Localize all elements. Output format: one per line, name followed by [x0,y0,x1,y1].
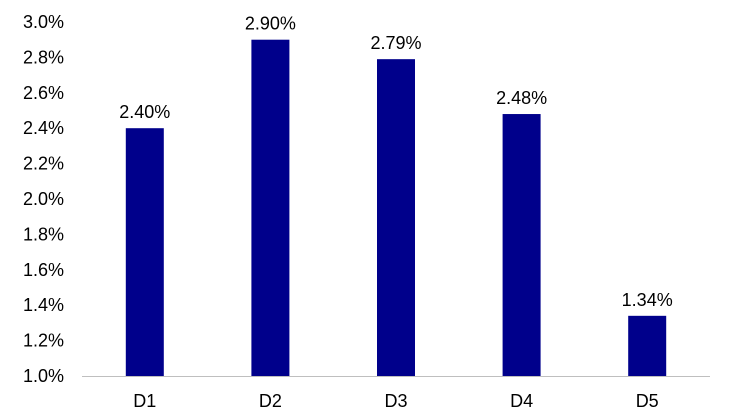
data-label-d3: 2.79% [370,33,421,53]
x-tick-label: D5 [636,391,659,411]
y-tick-label: 2.0% [23,189,64,209]
data-labels: 2.40% 2.90% 2.79% 2.48% 1.34% [119,14,672,310]
data-label-d1: 2.40% [119,102,170,122]
x-tick-label: D3 [384,391,407,411]
y-tick-label: 1.6% [23,260,64,280]
x-tick-label: D4 [510,391,533,411]
y-tick-label: 2.2% [23,154,64,174]
bar-d3 [377,59,415,377]
x-tick-label: D2 [259,391,282,411]
x-axis-ticks: D1 D2 D3 D4 D5 [133,391,658,411]
bar-d1 [125,128,164,376]
bars [125,39,667,377]
bar-d5 [628,315,667,376]
y-tick-label: 1.0% [23,366,64,386]
y-tick-label: 3.0% [23,12,64,32]
data-label-d4: 2.48% [496,88,547,108]
y-tick-label: 2.6% [23,83,64,103]
bar-d2 [251,39,290,376]
data-label-d2: 2.90% [245,14,296,34]
y-tick-label: 1.8% [23,224,64,244]
y-tick-label: 2.8% [23,47,64,67]
data-label-d5: 1.34% [622,290,673,310]
y-axis-ticks: 1.0% 1.2% 1.4% 1.6% 1.8% 2.0% 2.2% 2.4% 2.6% 2.8%… [23,12,64,386]
x-tick-label: D1 [133,391,156,411]
bar-d4 [502,114,541,376]
y-tick-label: 2.4% [23,118,64,138]
y-tick-label: 1.2% [23,331,64,351]
y-tick-label: 1.4% [23,295,64,315]
